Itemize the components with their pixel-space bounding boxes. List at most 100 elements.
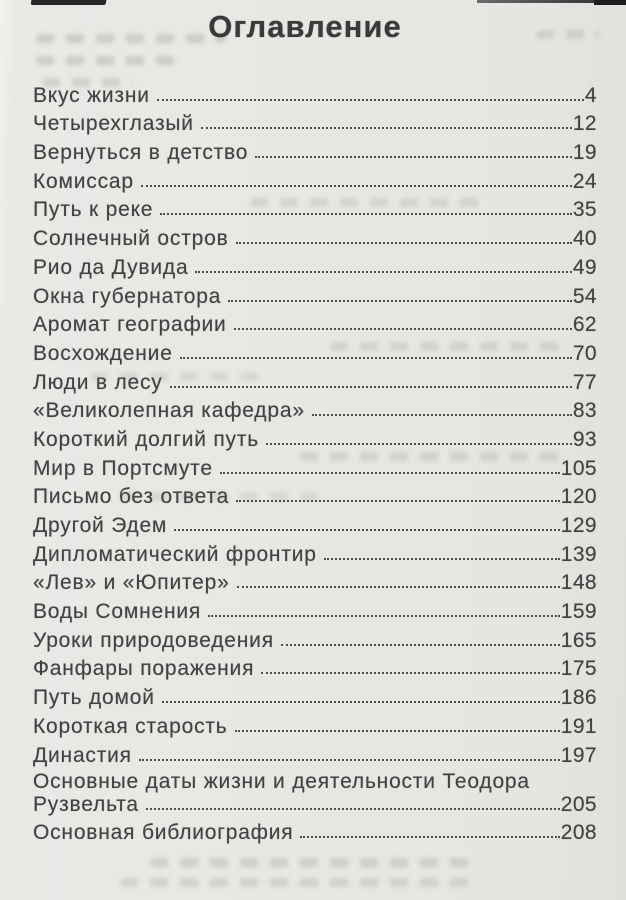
toc-leader-dots: [195, 270, 572, 273]
toc-entry-page: 70: [572, 341, 597, 365]
toc-leader-dots: [300, 836, 560, 839]
bleedthrough-artifact: [250, 198, 490, 207]
toc-entry-page: 93: [572, 427, 597, 451]
toc-entry-page: 191: [560, 714, 597, 738]
toc-entry-page: 40: [572, 227, 597, 251]
toc-entry-title: Путь к реке: [33, 198, 154, 222]
toc-entry: Другой Эдем 129: [33, 509, 597, 538]
toc-entry: «Лев» и «Юпитер» 148: [33, 567, 597, 596]
toc-entry: Фанфары поражения 175: [33, 653, 597, 682]
toc-entry-page: 148: [560, 571, 597, 595]
toc-entry-title: Короткая старость: [33, 714, 228, 738]
toc-leader-dots: [179, 356, 572, 359]
toc-leader-dots: [208, 615, 560, 618]
toc-entry-title: Четырехглазый: [33, 112, 194, 136]
toc-entry-title: Вкус жизни: [33, 83, 150, 107]
toc-leader-dots: [160, 213, 572, 216]
toc-entry-page: 175: [560, 657, 597, 681]
toc-entry-page: 4: [584, 83, 597, 107]
toc-entry: Короткий долгий путь 93: [33, 423, 597, 452]
toc-leader-dots: [261, 672, 560, 675]
toc-leader-dots: [236, 586, 560, 589]
toc-entry: Восхождение 70: [33, 337, 597, 366]
bleedthrough-artifact: [536, 30, 600, 39]
bleedthrough-artifact: [36, 56, 186, 65]
toc-leader-dots: [233, 328, 572, 331]
toc-entry-title: Комиссар: [33, 169, 134, 193]
toc-entry-title: Аромат географии: [33, 313, 227, 337]
toc-entry-page: 197: [560, 743, 597, 767]
toc-leader-dots: [234, 729, 560, 732]
toc-entry-page: 120: [560, 485, 597, 509]
toc-entry-page: 62: [572, 313, 597, 337]
bleedthrough-artifact: [120, 492, 320, 501]
toc-entry-page: 105: [560, 456, 597, 480]
toc-entry-page: 208: [560, 821, 597, 845]
toc-entry: Уроки природоведения 165: [33, 624, 597, 653]
toc-entry-page: 12: [572, 112, 597, 136]
toc-entry: Дипломатический фронтир 139: [33, 538, 597, 567]
toc-entry: Основные даты жизни и деятельности Теодо…: [33, 768, 597, 794]
toc-leader-dots: [280, 643, 560, 646]
toc-entry: Четырехглазый 12: [33, 108, 597, 137]
toc-leader-dots: [235, 242, 572, 245]
toc-entry-title: Другой Эдем: [33, 514, 168, 537]
toc-entry-title: Дипломатический фронтир: [33, 542, 317, 566]
toc-leader-dots: [266, 442, 572, 445]
toc-entry-title: Короткий долгий путь: [33, 427, 260, 451]
photo-edge-mark-right: [477, 0, 626, 3]
bleedthrough-artifact: [330, 342, 560, 351]
bleedthrough-artifact: [150, 858, 480, 867]
toc-entry: Путь к реке 35: [33, 194, 597, 223]
toc-entry-page: 83: [572, 399, 597, 423]
toc-entry-page: 139: [560, 542, 597, 566]
toc-entry: Аромат географии 62: [33, 309, 597, 338]
toc-entry-title: Фанфары поражения: [33, 657, 255, 681]
toc-entry-title: Династия: [33, 743, 132, 767]
toc-entry: Вернуться в детство 19: [33, 136, 597, 165]
page-title: Оглавление: [208, 9, 402, 44]
toc-entry-title: Рузвельта: [33, 792, 139, 816]
toc-entry-title: Люди в лесу: [33, 370, 163, 394]
toc-leader-dots: [228, 299, 572, 302]
toc-entry-title: Вернуться в детство: [33, 141, 249, 165]
toc-entry-title: Воды Сомнения: [33, 600, 202, 624]
bleedthrough-artifact: [120, 878, 480, 887]
toc-entry-title: Мир в Портсмуте: [33, 456, 213, 480]
toc-entry: Путь домой 186: [33, 681, 597, 710]
toc-leader-dots: [255, 156, 572, 159]
toc-entry-title: Уроки природоведения: [33, 628, 274, 652]
toc-leader-dots: [161, 701, 560, 704]
toc-leader-dots: [323, 557, 560, 560]
toc-entry: Мир в Портсмуте 105: [33, 452, 597, 481]
toc-entry: Люди в лесу 77: [33, 366, 597, 395]
toc-entry-page: 205: [560, 792, 597, 816]
toc-entry: Династия 197: [33, 739, 597, 768]
toc-entry: Рузвельта 205: [33, 792, 597, 817]
toc-entry: Письмо без ответа 120: [33, 481, 597, 510]
toc-entry-title: Восхождение: [33, 341, 173, 365]
bleedthrough-artifact: [42, 78, 134, 87]
toc-entry-page: 19: [572, 141, 597, 165]
toc-entry: «Великолепная кафедра» 83: [33, 395, 597, 424]
toc-leader-dots: [169, 385, 572, 388]
toc-entry-title: Основные даты жизни и деятельности Теодо…: [33, 769, 530, 793]
toc-entry: Солнечный остров 40: [33, 222, 597, 251]
toc-leader-dots: [200, 127, 572, 130]
toc-entry-page: 49: [572, 255, 597, 279]
toc-leader-dots: [140, 184, 572, 187]
toc-entry: Вкус жизни 4: [33, 79, 597, 108]
toc-entry-title: «Великолепная кафедра»: [33, 399, 305, 423]
toc-entry-page: 35: [572, 198, 597, 222]
toc-leader-dots: [174, 529, 560, 531]
toc-entry-page: 165: [560, 628, 597, 652]
toc-leader-dots: [145, 807, 560, 810]
toc-entry-page: 159: [560, 600, 597, 624]
toc-list: Вкус жизни 4 Четырехглазый 12 Вернуться в де…: [33, 79, 597, 845]
toc-leader-dots: [219, 471, 560, 474]
toc-entry: Основная библиография 208: [33, 817, 597, 846]
bleedthrough-artifact: [90, 372, 260, 381]
toc-entry: Окна губернатора 54: [33, 280, 597, 309]
toc-leader-dots: [156, 98, 584, 101]
